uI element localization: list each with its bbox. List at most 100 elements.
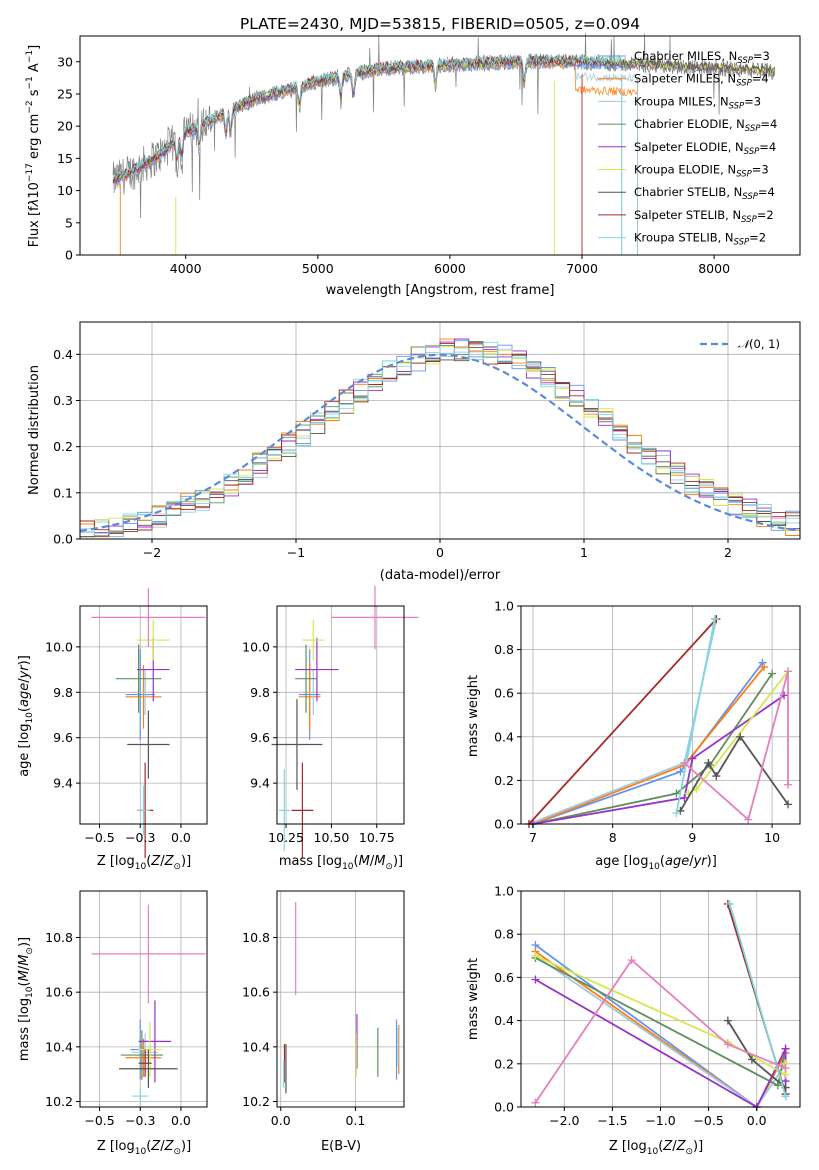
massweight-vs-Z-point-marker xyxy=(627,956,636,965)
massweight-vs-Z-series-line xyxy=(534,958,786,1104)
spectrum-title: PLATE=2430, MJD=53815, FIBERID=0505, z=0… xyxy=(240,15,640,33)
age-vs-mass-xtick-label: 10.50 xyxy=(314,830,350,845)
massweight-vs-age-ytick-label: 0.0 xyxy=(494,817,514,832)
age-vs-mass-frame xyxy=(276,605,405,825)
residuals-ylabel: Normed distribution xyxy=(27,365,42,495)
legend-label: Chabrier STELIB, NSSP=4 xyxy=(634,185,775,202)
mass-vs-ebv-ytick-label: 10.4 xyxy=(242,1039,270,1054)
legend-label: Salpeter MILES, NSSP=4 xyxy=(634,72,769,89)
mass-vs-ebv-ytick-label: 10.8 xyxy=(242,930,270,945)
massweight-vs-age-point-marker xyxy=(760,663,769,672)
massweight-vs-age-marks xyxy=(524,615,793,828)
mass-vs-Z-xtick-label: −0.3 xyxy=(125,1113,155,1128)
massweight-vs-age-xtick-label: 8 xyxy=(609,830,617,845)
massweight-vs-Z-point-marker xyxy=(725,899,734,908)
massweight-vs-age-point-marker xyxy=(676,767,685,776)
residual-histogram xyxy=(79,342,800,539)
massweight-vs-age-xtick-label: 10 xyxy=(764,830,780,845)
massweight-vs-Z-xtick-label: −2.0 xyxy=(549,1113,579,1128)
residual-histogram xyxy=(79,341,800,539)
massweight-vs-Z-ytick-label: 0.4 xyxy=(494,1013,514,1028)
age-vs-Z-ytick-label: 10.0 xyxy=(45,639,73,654)
massweight-vs-Z-ylabel: mass weight xyxy=(466,958,481,1040)
age-vs-mass-xtick-label: 10.25 xyxy=(268,830,304,845)
spectrum-data xyxy=(112,32,776,255)
massweight-vs-age-point-marker xyxy=(758,658,767,667)
mass-vs-Z-ytick-label: 10.6 xyxy=(45,985,73,1000)
spectrum-ylabel: Flux [fλ10−17 erg cm−2 s−1 A−1] xyxy=(25,45,42,247)
age-vs-mass-grid xyxy=(277,606,404,824)
massweight-vs-Z-point-marker xyxy=(781,1064,790,1073)
age-vs-Z-ylabel: age [log10(age/yr)] xyxy=(17,655,35,777)
spectrum-xtick-label: 7000 xyxy=(566,261,598,276)
massweight-vs-age-point-marker xyxy=(672,789,681,798)
mass-vs-Z-frame xyxy=(79,890,208,1108)
residuals-xtick-label: 1 xyxy=(580,545,588,560)
massweight-vs-Z-point-marker xyxy=(773,1081,782,1090)
mass-vs-ebv-panel: 0.0 0.1 10.2 10.4 10.6 10.8 xyxy=(242,890,405,1128)
spectrum-frame xyxy=(79,35,801,256)
massweight-vs-age-point-marker xyxy=(784,667,793,676)
mass-vs-ebv-xlabel: E(B-V) xyxy=(321,1139,361,1154)
massweight-vs-age-point-marker xyxy=(710,615,719,624)
mass-vs-Z-xtick-label: −0.5 xyxy=(84,1113,114,1128)
massweight-vs-Z-point-marker xyxy=(781,1092,790,1101)
spectrum-xtick-label: 6000 xyxy=(434,261,466,276)
legend-label: Kroupa ELODIE, NSSP=3 xyxy=(634,163,769,180)
massweight-vs-age-series-line xyxy=(675,618,716,814)
spectrum-ytick-label: 20 xyxy=(57,119,73,134)
massweight-vs-age-ytick-label: 0.6 xyxy=(494,686,514,701)
age-vs-Z-ytick-label: 9.8 xyxy=(53,685,73,700)
residuals-legend: 𝒩(0, 1) xyxy=(700,337,780,351)
massweight-vs-Z-point-marker xyxy=(531,951,540,960)
mass-vs-ebv-ytick-label: 10.2 xyxy=(242,1094,270,1109)
residuals-xtick-label: −2 xyxy=(143,545,161,560)
massweight-vs-age-series-line xyxy=(528,618,717,825)
mass-vs-ebv-marks xyxy=(283,901,400,1094)
massweight-vs-Z-point-marker xyxy=(781,1044,790,1053)
mass-vs-ebv-xtick-label: 0.0 xyxy=(271,1113,291,1128)
massweight-vs-Z-ytick-label: 1.0 xyxy=(494,884,514,899)
residuals-xtick-label: −1 xyxy=(287,545,305,560)
massweight-vs-age-xtick-label: 7 xyxy=(529,830,537,845)
legend-label: Chabrier MILES, NSSP=3 xyxy=(634,49,770,66)
mass-vs-Z-xlabel: Z [log10(Z/Z⊙)] xyxy=(97,1139,191,1157)
residuals-ytick-label: 0.3 xyxy=(53,393,73,408)
legend-label: Salpeter STELIB, NSSP=2 xyxy=(634,208,774,225)
age-vs-mass-ytick-label: 9.6 xyxy=(250,730,270,745)
massweight-vs-Z-point-marker xyxy=(531,1098,540,1107)
massweight-vs-age-xtick-label: 9 xyxy=(688,830,696,845)
massweight-vs-age-point-marker xyxy=(768,669,777,678)
mass-vs-Z-ytick-label: 10.4 xyxy=(45,1039,73,1054)
spectrum-legend: Chabrier MILES, NSSP=3 Salpeter MILES, NS… xyxy=(598,49,777,248)
massweight-vs-Z-xlabel: Z [log10(Z/Z⊙)] xyxy=(609,1139,703,1157)
residuals-ytick-label: 0.0 xyxy=(53,532,73,547)
spectrum-ytick-label: 10 xyxy=(57,183,73,198)
residuals-xtick-label: 0 xyxy=(436,545,444,560)
spectrum-ytick-label: 30 xyxy=(57,54,73,69)
residuals-xtick-label: 2 xyxy=(724,545,732,560)
massweight-vs-age-frame xyxy=(520,605,801,825)
massweight-vs-age-ylabel: mass weight xyxy=(466,675,481,757)
residuals-xlabel: (data-model)/error xyxy=(380,568,501,583)
legend-label: Kroupa STELIB, NSSP=2 xyxy=(634,231,766,248)
massweight-vs-age-panel: 7 8 9 10 0.0 0.2 0.4 0.6 0.8 1.0 xyxy=(494,599,801,845)
model-spectrum-line xyxy=(112,55,776,183)
massweight-vs-Z-ytick-label: 0.8 xyxy=(494,927,514,942)
age-vs-Z-xtick-label: −0.3 xyxy=(125,830,155,845)
massweight-vs-age-ytick-label: 0.4 xyxy=(494,729,514,744)
age-vs-mass-ytick-label: 9.4 xyxy=(250,776,270,791)
spectrum-xtick-label: 8000 xyxy=(698,261,730,276)
legend-label: Kroupa MILES, NSSP=3 xyxy=(634,94,761,111)
mass-vs-Z-ytick-label: 10.2 xyxy=(45,1094,73,1109)
residuals-data xyxy=(79,338,801,539)
mass-vs-Z-ylabel: mass [log10(M/M⊙)] xyxy=(17,937,35,1061)
mass-vs-ebv-ytick-label: 10.6 xyxy=(242,985,270,1000)
massweight-vs-age-point-marker xyxy=(704,758,713,767)
mass-vs-Z-marks xyxy=(91,904,206,1105)
spectrum-ytick-label: 25 xyxy=(57,86,73,101)
massweight-vs-age-ytick-label: 1.0 xyxy=(494,599,514,614)
spectrum-ticks: 4000 5000 6000 7000 8000 0 5 10 15 20 25 30 xyxy=(57,54,730,276)
mass-vs-Z-ytick-label: 10.8 xyxy=(45,930,73,945)
age-vs-mass-ytick-label: 9.8 xyxy=(250,685,270,700)
